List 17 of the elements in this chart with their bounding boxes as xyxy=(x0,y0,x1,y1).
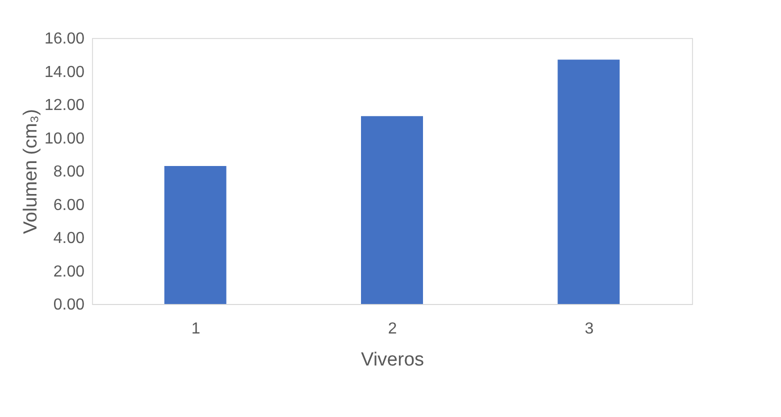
bar xyxy=(164,166,226,304)
y-tick-label: 0.00 xyxy=(53,296,85,314)
bar xyxy=(361,116,423,304)
y-tick-label: 14.00 xyxy=(44,64,85,81)
y-tick-label: 4.00 xyxy=(53,230,85,247)
x-tick-label: 3 xyxy=(584,320,594,338)
y-tick-label: 2.00 xyxy=(53,263,85,280)
x-axis-title: Viveros xyxy=(360,350,424,370)
y-tick-label: 6.00 xyxy=(53,196,85,214)
y-tick-label: 16.00 xyxy=(44,30,85,48)
bar xyxy=(558,60,620,304)
y-tick-label: 8.00 xyxy=(53,164,85,180)
x-tick-label: 1 xyxy=(191,320,200,338)
x-tick-label: 2 xyxy=(388,320,398,338)
y-axis-title: Volumen (cm₃) xyxy=(20,109,42,234)
y-tick-label: 10.00 xyxy=(44,130,85,148)
y-tick-label: 12.00 xyxy=(44,97,85,114)
